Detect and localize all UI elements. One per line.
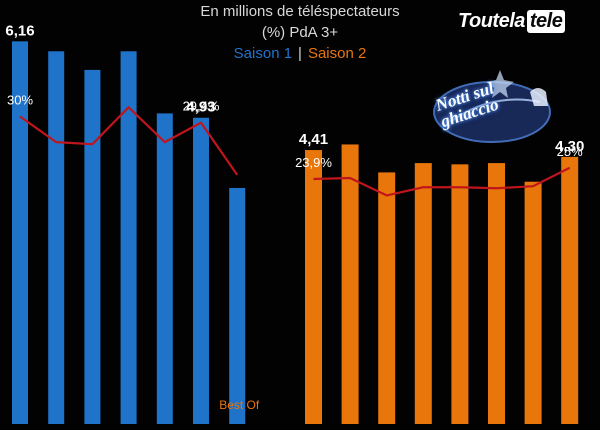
chart-title: En millions de téléspectateurs bbox=[200, 3, 400, 20]
show-logo-emblem bbox=[433, 70, 551, 143]
category-label-s1-7: Best Of bbox=[219, 398, 260, 412]
chart-subtitle: (%) PdA 3+ bbox=[261, 24, 339, 41]
brand-logo-part1: Toutela bbox=[458, 9, 525, 32]
bar-s1-1 bbox=[12, 41, 28, 424]
bars-layer bbox=[12, 41, 579, 425]
share-label-s2-1: 23,9% bbox=[295, 155, 332, 170]
share-label-s1-1: 30% bbox=[7, 93, 33, 108]
share-label-s2-8: 25% bbox=[557, 144, 583, 159]
bar-s2-5 bbox=[451, 164, 469, 425]
show-logo: Notti sul ghiaccio bbox=[430, 62, 560, 152]
legend-saison-1: Saison 1 bbox=[233, 45, 293, 62]
value-label-s2-1: 4,41 bbox=[299, 131, 328, 148]
share-lines-layer bbox=[19, 106, 571, 197]
value-label-s1-1: 6,16 bbox=[5, 22, 34, 39]
share-line-s2 bbox=[313, 166, 571, 197]
bar-s1-2 bbox=[48, 51, 65, 424]
bar-s1-6 bbox=[193, 117, 209, 424]
bar-s1-4 bbox=[120, 51, 137, 424]
bar-s1-5 bbox=[156, 113, 173, 425]
bar-s2-6 bbox=[488, 163, 505, 424]
bar-s2-7 bbox=[524, 181, 542, 424]
bar-s2-2 bbox=[341, 144, 359, 425]
bar-s2-1 bbox=[305, 150, 322, 424]
legend-separator: | bbox=[298, 45, 302, 62]
bar-s1-3 bbox=[84, 69, 101, 424]
share-label-s1-6: 29,4% bbox=[183, 99, 220, 114]
bar-s2-3 bbox=[378, 172, 396, 424]
share-line-s1 bbox=[19, 106, 239, 176]
value-label-s1-6: 4,93 bbox=[186, 99, 215, 116]
legend-saison-2: Saison 2 bbox=[307, 45, 367, 62]
value-label-s2-8: 4,30 bbox=[555, 138, 584, 155]
bar-s1-7 bbox=[229, 187, 246, 424]
brand-logo-part2: tele bbox=[526, 9, 566, 33]
toutelatele-logo: Toutela tele bbox=[458, 8, 566, 34]
legend: Saison 1 | Saison 2 bbox=[0, 45, 600, 62]
bar-s2-8 bbox=[561, 156, 579, 424]
bar-s2-4 bbox=[414, 163, 432, 424]
